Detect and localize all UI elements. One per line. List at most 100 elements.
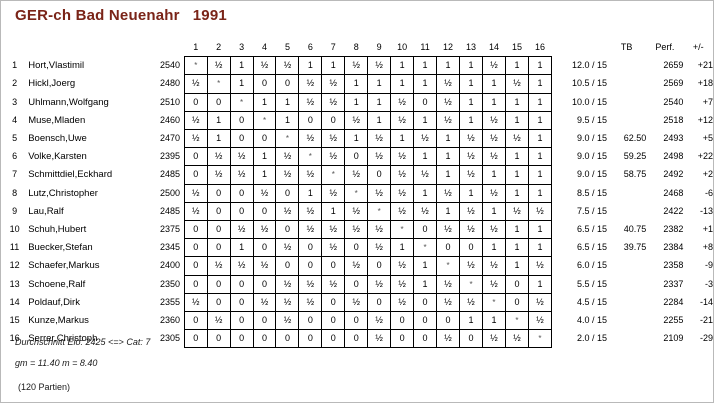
result-cell-r10-c7[interactable]: ½ bbox=[321, 220, 346, 240]
result-cell-r5-c5[interactable]: * bbox=[275, 129, 300, 149]
result-cell-r15-c4[interactable]: 0 bbox=[252, 311, 277, 331]
result-cell-r6-c15[interactable]: 1 bbox=[504, 147, 529, 167]
result-cell-r7-c11[interactable]: ½ bbox=[413, 165, 438, 185]
result-cell-r5-c4[interactable]: 0 bbox=[252, 129, 277, 149]
result-cell-r11-c3[interactable]: 1 bbox=[229, 238, 254, 258]
result-cell-r13-c5[interactable]: ½ bbox=[275, 274, 300, 294]
player-name[interactable]: Schoene,Ralf bbox=[28, 278, 86, 290]
player-name[interactable]: Lau,Ralf bbox=[28, 205, 64, 217]
result-cell-r1-c8[interactable]: ½ bbox=[344, 56, 369, 76]
result-cell-r14-c1[interactable]: ½ bbox=[183, 292, 208, 313]
result-cell-r2-c15[interactable]: ½ bbox=[504, 74, 529, 94]
result-cell-r14-c10[interactable]: ½ bbox=[390, 292, 415, 313]
result-cell-r4-c13[interactable]: 1 bbox=[459, 110, 483, 131]
result-cell-r4-c14[interactable]: ½ bbox=[482, 110, 506, 131]
result-cell-r6-c5[interactable]: ½ bbox=[275, 147, 300, 167]
result-cell-r7-c3[interactable]: ½ bbox=[229, 165, 254, 185]
result-cell-r4-c9[interactable]: 1 bbox=[367, 110, 392, 131]
table-row[interactable]: 4 Muse,Mladen 2460 ½ 1 0 * 1 0 0 ½ 1 ½ 1 ½ 1 ½ 1 1 9.5 / 15… bbox=[1, 110, 713, 131]
result-cell-r16-c8[interactable]: 0 bbox=[344, 329, 369, 349]
result-cell-r14-c7[interactable]: 0 bbox=[321, 292, 346, 313]
result-cell-r13-c2[interactable]: 0 bbox=[206, 274, 231, 294]
result-cell-r8-c13[interactable]: 1 bbox=[459, 183, 483, 203]
result-cell-r13-c11[interactable]: 1 bbox=[413, 274, 438, 294]
result-cell-r7-c8[interactable]: ½ bbox=[344, 165, 369, 185]
result-cell-r1-c1[interactable]: * bbox=[183, 56, 208, 76]
result-cell-r6-c9[interactable]: ½ bbox=[367, 147, 392, 167]
result-cell-r8-c12[interactable]: ½ bbox=[436, 183, 461, 203]
player-name[interactable]: Schaefer,Markus bbox=[28, 260, 100, 272]
result-cell-r14-c2[interactable]: 0 bbox=[206, 292, 231, 313]
result-cell-r5-c12[interactable]: 1 bbox=[436, 129, 461, 149]
result-cell-r16-c12[interactable]: ½ bbox=[436, 329, 461, 349]
result-cell-r11-c1[interactable]: 0 bbox=[183, 238, 208, 258]
player-name[interactable]: Buecker,Stefan bbox=[28, 242, 93, 254]
result-cell-r2-c9[interactable]: 1 bbox=[367, 74, 392, 94]
result-cell-r7-c13[interactable]: ½ bbox=[459, 165, 483, 185]
table-row[interactable]: 16 Serrer,Christoph 2305 0 0 0 0 0 0 0 0 ½ 0 0 ½ 0 ½ ½ * 2.… bbox=[1, 329, 713, 349]
result-cell-r5-c9[interactable]: ½ bbox=[367, 129, 392, 149]
result-cell-r9-c9[interactable]: * bbox=[367, 201, 392, 222]
result-cell-r12-c4[interactable]: ½ bbox=[252, 256, 277, 276]
result-cell-r15-c8[interactable]: 0 bbox=[344, 311, 369, 331]
result-cell-r9-c12[interactable]: 1 bbox=[436, 201, 461, 222]
table-row[interactable]: 3 Uhlmann,Wolfgang 2510 0 0 * 1 1 ½ ½ 1 1 ½ 0 ½ 1 1 1 1 10.… bbox=[1, 92, 713, 112]
result-cell-r12-c5[interactable]: 0 bbox=[275, 256, 300, 276]
result-cell-r4-c12[interactable]: ½ bbox=[436, 110, 461, 131]
player-name[interactable]: Boensch,Uwe bbox=[28, 133, 87, 145]
result-cell-r3-c7[interactable]: ½ bbox=[321, 92, 346, 112]
result-cell-r1-c3[interactable]: 1 bbox=[229, 56, 254, 76]
result-cell-r1-c13[interactable]: 1 bbox=[459, 56, 483, 76]
result-cell-r3-c6[interactable]: ½ bbox=[298, 92, 323, 112]
result-cell-r15-c14[interactable]: 1 bbox=[482, 311, 506, 331]
result-cell-r7-c12[interactable]: 1 bbox=[436, 165, 461, 185]
result-cell-r11-c12[interactable]: 0 bbox=[436, 238, 461, 258]
result-cell-r10-c11[interactable]: 0 bbox=[413, 220, 438, 240]
result-cell-r2-c6[interactable]: ½ bbox=[298, 74, 323, 94]
player-name[interactable]: Lutz,Christopher bbox=[28, 187, 98, 199]
result-cell-r16-c3[interactable]: 0 bbox=[229, 329, 254, 349]
result-cell-r16-c15[interactable]: ½ bbox=[504, 329, 529, 349]
result-cell-r6-c1[interactable]: 0 bbox=[183, 147, 208, 167]
result-cell-r9-c2[interactable]: 0 bbox=[206, 201, 231, 222]
player-name[interactable]: Volke,Karsten bbox=[28, 151, 87, 163]
result-cell-r16-c4[interactable]: 0 bbox=[252, 329, 277, 349]
result-cell-r16-c1[interactable]: 0 bbox=[183, 329, 208, 349]
result-cell-r14-c9[interactable]: 0 bbox=[367, 292, 392, 313]
result-cell-r11-c4[interactable]: 0 bbox=[252, 238, 277, 258]
result-cell-r3-c5[interactable]: 1 bbox=[275, 92, 300, 112]
result-cell-r3-c13[interactable]: 1 bbox=[459, 92, 483, 112]
result-cell-r9-c8[interactable]: ½ bbox=[344, 201, 369, 222]
result-cell-r12-c14[interactable]: ½ bbox=[482, 256, 506, 276]
result-cell-r9-c6[interactable]: ½ bbox=[298, 201, 323, 222]
result-cell-r15-c6[interactable]: 0 bbox=[298, 311, 323, 331]
result-cell-r3-c2[interactable]: 0 bbox=[206, 92, 231, 112]
player-name[interactable]: Schuh,Hubert bbox=[28, 224, 87, 236]
table-row[interactable]: 10 Schuh,Hubert 2375 0 0 ½ ½ 0 ½ ½ ½ ½ * 0 ½ ½ ½ 1 1 6.5 / … bbox=[1, 220, 713, 240]
result-cell-r10-c9[interactable]: ½ bbox=[367, 220, 392, 240]
result-cell-r7-c16[interactable]: 1 bbox=[527, 165, 552, 185]
result-cell-r2-c1[interactable]: ½ bbox=[183, 74, 208, 94]
result-cell-r6-c3[interactable]: ½ bbox=[229, 147, 254, 167]
result-cell-r6-c8[interactable]: 0 bbox=[344, 147, 369, 167]
result-cell-r5-c6[interactable]: ½ bbox=[298, 129, 323, 149]
result-cell-r6-c14[interactable]: ½ bbox=[482, 147, 506, 167]
result-cell-r13-c8[interactable]: 0 bbox=[344, 274, 369, 294]
result-cell-r7-c7[interactable]: * bbox=[321, 165, 346, 185]
result-cell-r6-c7[interactable]: ½ bbox=[321, 147, 346, 167]
result-cell-r14-c16[interactable]: ½ bbox=[527, 292, 552, 313]
result-cell-r7-c9[interactable]: 0 bbox=[367, 165, 392, 185]
player-name[interactable]: Uhlmann,Wolfgang bbox=[28, 96, 109, 108]
result-cell-r15-c16[interactable]: ½ bbox=[527, 311, 552, 331]
result-cell-r11-c5[interactable]: ½ bbox=[275, 238, 300, 258]
result-cell-r5-c10[interactable]: 1 bbox=[390, 129, 415, 149]
result-cell-r11-c13[interactable]: 0 bbox=[459, 238, 483, 258]
result-cell-r13-c4[interactable]: 0 bbox=[252, 274, 277, 294]
result-cell-r1-c2[interactable]: ½ bbox=[206, 56, 231, 76]
result-cell-r7-c4[interactable]: 1 bbox=[252, 165, 277, 185]
result-cell-r12-c9[interactable]: 0 bbox=[367, 256, 392, 276]
result-cell-r4-c8[interactable]: ½ bbox=[344, 110, 369, 131]
result-cell-r3-c8[interactable]: 1 bbox=[344, 92, 369, 112]
result-cell-r16-c10[interactable]: 0 bbox=[390, 329, 415, 349]
result-cell-r16-c2[interactable]: 0 bbox=[206, 329, 231, 349]
